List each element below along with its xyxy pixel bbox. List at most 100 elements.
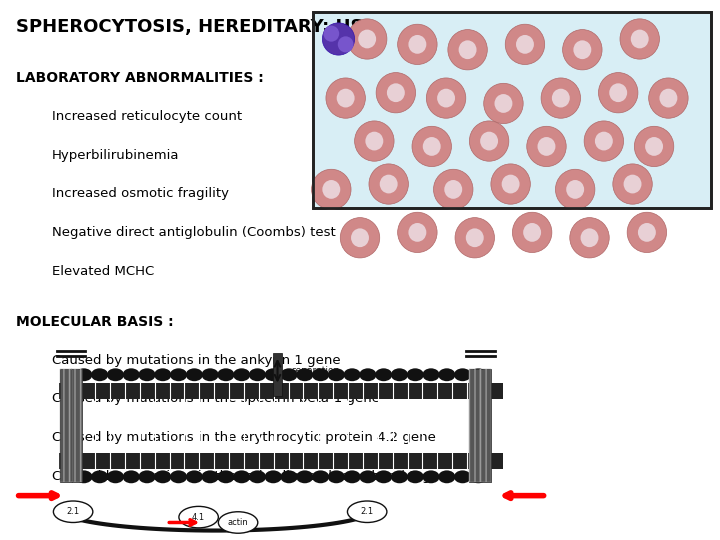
Ellipse shape [437, 89, 455, 107]
Text: Caused by mutations in the spectrin beta-1 gene: Caused by mutations in the spectrin beta… [52, 392, 379, 406]
Bar [469, 369, 480, 482]
Circle shape [217, 368, 235, 381]
Circle shape [296, 368, 313, 381]
Ellipse shape [513, 212, 552, 253]
Ellipse shape [634, 126, 674, 166]
Ellipse shape [459, 40, 477, 59]
Ellipse shape [53, 501, 93, 523]
Text: Negative direct antiglobulin (Coombs) test: Negative direct antiglobulin (Coombs) te… [52, 226, 336, 239]
Circle shape [312, 470, 329, 483]
Circle shape [265, 470, 282, 483]
Circle shape [280, 470, 297, 483]
Ellipse shape [555, 169, 595, 210]
Ellipse shape [376, 72, 415, 113]
Circle shape [249, 470, 266, 483]
Ellipse shape [397, 24, 437, 64]
Circle shape [407, 368, 424, 381]
Circle shape [154, 368, 171, 381]
Ellipse shape [480, 132, 498, 151]
Circle shape [154, 470, 171, 483]
Circle shape [217, 470, 235, 483]
Circle shape [438, 470, 455, 483]
Circle shape [328, 470, 345, 483]
Circle shape [138, 470, 156, 483]
Ellipse shape [649, 78, 688, 118]
Ellipse shape [609, 83, 627, 102]
Ellipse shape [562, 30, 602, 70]
Text: 4.1: 4.1 [192, 512, 205, 522]
Ellipse shape [179, 507, 218, 528]
Ellipse shape [552, 89, 570, 107]
Ellipse shape [379, 174, 397, 193]
Text: separation: separation [292, 366, 340, 375]
Ellipse shape [369, 164, 408, 204]
Circle shape [265, 368, 282, 381]
Ellipse shape [408, 35, 426, 54]
Bar [469, 369, 480, 482]
Circle shape [280, 368, 297, 381]
Ellipse shape [426, 78, 466, 118]
Ellipse shape [620, 19, 660, 59]
Ellipse shape [645, 137, 663, 156]
Text: Caused by mutations in the ankyrin 1 gene: Caused by mutations in the ankyrin 1 gen… [52, 354, 341, 367]
Ellipse shape [323, 25, 339, 42]
Circle shape [359, 368, 377, 381]
Ellipse shape [326, 78, 365, 118]
Ellipse shape [359, 30, 376, 49]
Ellipse shape [638, 223, 656, 242]
Text: Caused by mutations in the red cell membrane band 3 gene: Caused by mutations in the red cell memb… [52, 470, 455, 483]
Bar [60, 369, 72, 482]
Ellipse shape [523, 223, 541, 242]
Circle shape [170, 368, 187, 381]
Circle shape [423, 368, 440, 381]
Circle shape [423, 470, 440, 483]
Ellipse shape [570, 218, 609, 258]
Circle shape [469, 470, 487, 483]
Text: actin: actin [228, 518, 248, 527]
Ellipse shape [387, 83, 405, 102]
Ellipse shape [218, 512, 258, 533]
Circle shape [343, 368, 361, 381]
Circle shape [91, 368, 108, 381]
Circle shape [438, 368, 455, 381]
Ellipse shape [351, 228, 369, 247]
Ellipse shape [613, 164, 652, 204]
Ellipse shape [338, 36, 354, 52]
Circle shape [469, 368, 487, 381]
Ellipse shape [580, 228, 598, 247]
Circle shape [138, 368, 156, 381]
Circle shape [76, 470, 92, 483]
Ellipse shape [541, 78, 580, 118]
Bar [480, 369, 491, 482]
Ellipse shape [598, 72, 638, 113]
Ellipse shape [469, 121, 509, 161]
Ellipse shape [444, 180, 462, 199]
Text: Caused by mutations in the erythrocytic protein 4.2 gene: Caused by mutations in the erythrocytic … [52, 431, 436, 444]
Circle shape [233, 470, 251, 483]
Ellipse shape [484, 83, 523, 124]
Ellipse shape [527, 126, 566, 166]
Bar [71, 369, 82, 482]
Bar [60, 369, 72, 482]
Circle shape [391, 368, 408, 381]
Text: 2.1: 2.1 [361, 507, 374, 516]
Circle shape [407, 470, 424, 483]
Ellipse shape [365, 132, 383, 151]
Ellipse shape [408, 223, 426, 242]
Bar [59, 453, 503, 469]
Circle shape [202, 368, 219, 381]
Text: Increased osmotic fragility: Increased osmotic fragility [52, 187, 228, 200]
Text: SPHEROCYTOSIS, HEREDITARY; HS: SPHEROCYTOSIS, HEREDITARY; HS [16, 17, 363, 36]
Circle shape [359, 470, 377, 483]
Ellipse shape [660, 89, 678, 107]
Text: MOLECULAR BASIS :: MOLECULAR BASIS : [16, 315, 174, 329]
Text: LABORATORY ABNORMALITIES :: LABORATORY ABNORMALITIES : [16, 71, 264, 85]
Ellipse shape [573, 40, 591, 59]
Ellipse shape [566, 180, 584, 199]
Ellipse shape [312, 169, 351, 210]
Circle shape [107, 368, 124, 381]
Circle shape [202, 470, 219, 483]
Ellipse shape [584, 121, 624, 161]
Ellipse shape [505, 24, 545, 64]
Circle shape [107, 470, 124, 483]
